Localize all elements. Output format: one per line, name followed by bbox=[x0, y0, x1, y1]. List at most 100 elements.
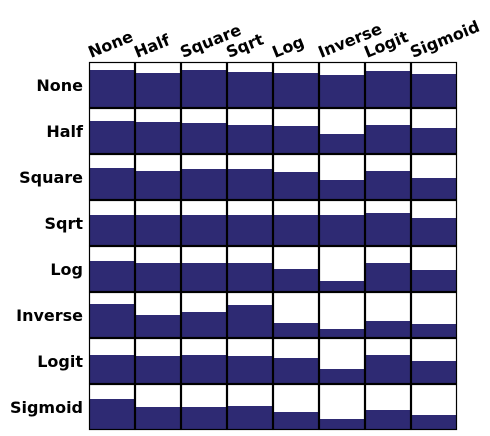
bar bbox=[365, 321, 411, 338]
bar bbox=[273, 412, 319, 430]
bar bbox=[89, 70, 135, 108]
bar bbox=[135, 263, 181, 292]
bar bbox=[411, 270, 457, 292]
bar bbox=[319, 281, 365, 292]
cell-border bbox=[410, 61, 458, 109]
bar bbox=[135, 315, 181, 338]
cell-border bbox=[364, 245, 412, 293]
bar bbox=[89, 168, 135, 200]
bar bbox=[181, 407, 227, 430]
bar bbox=[181, 70, 227, 108]
cell-border bbox=[364, 61, 412, 109]
bar bbox=[135, 122, 181, 154]
cell-border bbox=[180, 337, 228, 385]
cell-border bbox=[318, 337, 366, 385]
bar bbox=[319, 180, 365, 200]
bar bbox=[227, 215, 273, 246]
cell-border bbox=[226, 245, 274, 293]
cell-border bbox=[318, 291, 366, 339]
bar bbox=[89, 121, 135, 154]
cell-border bbox=[226, 291, 274, 339]
cell-border bbox=[364, 107, 412, 155]
row-label: Square bbox=[19, 168, 83, 187]
cell-border bbox=[88, 337, 136, 385]
bar bbox=[135, 171, 181, 200]
row-label: Half bbox=[46, 122, 84, 141]
bar bbox=[273, 269, 319, 292]
bar bbox=[273, 323, 319, 338]
cell-border bbox=[226, 61, 274, 109]
row-label: Sqrt bbox=[44, 214, 83, 233]
cell-border bbox=[364, 153, 412, 201]
row-label: Logit bbox=[37, 352, 83, 371]
bar bbox=[319, 369, 365, 384]
bar bbox=[319, 419, 365, 430]
cell-border bbox=[134, 61, 182, 109]
cell-border bbox=[180, 153, 228, 201]
cell-border bbox=[134, 291, 182, 339]
cell-border bbox=[134, 383, 182, 431]
bar bbox=[319, 134, 365, 154]
cell-border bbox=[226, 337, 274, 385]
bar bbox=[411, 178, 457, 200]
cell-border bbox=[364, 383, 412, 431]
bar bbox=[89, 261, 135, 292]
cell-border bbox=[226, 107, 274, 155]
cell-border bbox=[318, 61, 366, 109]
bar bbox=[135, 215, 181, 246]
cell-border bbox=[410, 291, 458, 339]
bar bbox=[319, 329, 365, 338]
cell-border bbox=[364, 199, 412, 247]
cell-border bbox=[134, 337, 182, 385]
bar bbox=[135, 356, 181, 384]
cell-border bbox=[318, 153, 366, 201]
bar bbox=[411, 415, 457, 430]
cell-border bbox=[226, 199, 274, 247]
bar bbox=[135, 407, 181, 430]
row-label: None bbox=[36, 76, 83, 95]
bar bbox=[227, 169, 273, 200]
cell-border bbox=[272, 199, 320, 247]
bar bbox=[411, 128, 457, 154]
cell-border bbox=[134, 153, 182, 201]
bar bbox=[89, 304, 135, 338]
bar bbox=[181, 215, 227, 246]
cell-border bbox=[318, 107, 366, 155]
cell-border bbox=[410, 245, 458, 293]
bar bbox=[227, 125, 273, 154]
bar bbox=[411, 324, 457, 338]
bar bbox=[365, 71, 411, 108]
bar bbox=[319, 215, 365, 246]
cell-border bbox=[88, 245, 136, 293]
cell-border bbox=[318, 383, 366, 431]
cell-border bbox=[272, 337, 320, 385]
bar bbox=[411, 74, 457, 108]
bar bbox=[273, 358, 319, 384]
cell-border bbox=[88, 383, 136, 431]
column-label: None bbox=[85, 27, 135, 62]
cell-border bbox=[180, 291, 228, 339]
cell-border bbox=[88, 61, 136, 109]
bar bbox=[273, 215, 319, 246]
bar bbox=[227, 263, 273, 292]
bar bbox=[273, 126, 319, 154]
cell-border bbox=[272, 245, 320, 293]
bar bbox=[227, 305, 273, 338]
bar bbox=[273, 172, 319, 200]
column-label: Log bbox=[269, 32, 306, 62]
bar bbox=[411, 218, 457, 246]
cell-border bbox=[318, 245, 366, 293]
bar bbox=[365, 410, 411, 430]
cell-border bbox=[134, 245, 182, 293]
cell-border bbox=[410, 383, 458, 431]
cell-border bbox=[180, 107, 228, 155]
column-label: Sigmoid bbox=[407, 17, 482, 62]
cell-border bbox=[180, 245, 228, 293]
bar bbox=[227, 72, 273, 108]
row-labels: None Half Square Sqrt Log Inverse Logit Sigmoid bbox=[10, 76, 84, 417]
cell-border bbox=[180, 199, 228, 247]
bar bbox=[181, 312, 227, 338]
cell-border bbox=[88, 153, 136, 201]
cell-border bbox=[410, 107, 458, 155]
